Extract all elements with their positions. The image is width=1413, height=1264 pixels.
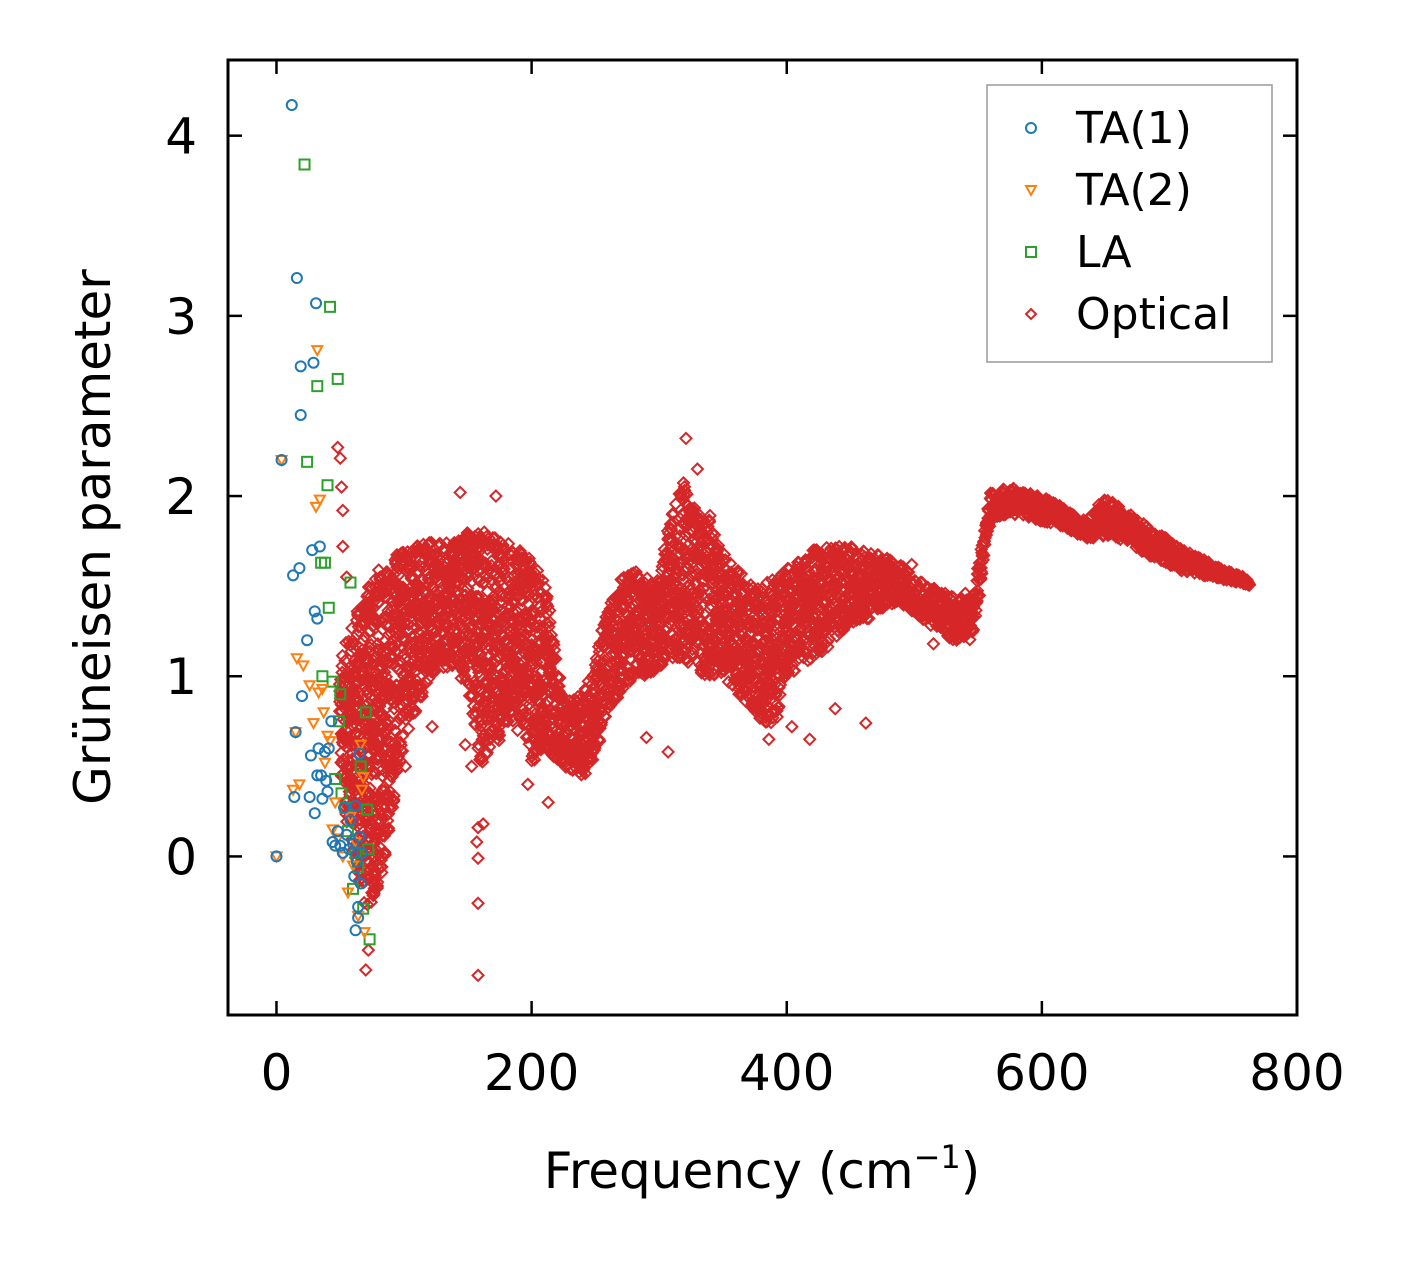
optical-point [457, 662, 472, 677]
optical-point [389, 725, 404, 739]
optical-point [426, 663, 441, 677]
optical-point [543, 662, 558, 677]
optical-point [411, 577, 426, 592]
optical-point [501, 536, 516, 551]
optical-point [531, 571, 546, 586]
optical-point [527, 752, 542, 767]
optical-point [426, 579, 440, 594]
optical-point [407, 628, 422, 643]
optical-point [404, 569, 419, 584]
optical-point [366, 884, 381, 899]
optical-point [395, 744, 410, 758]
optical-point [440, 659, 455, 674]
optical-point [387, 788, 401, 803]
optical-point [501, 714, 516, 729]
optical-point [365, 765, 380, 780]
optical-point [390, 758, 404, 773]
optical-point [541, 694, 556, 709]
optical-point [377, 824, 392, 839]
optical-point [368, 842, 383, 857]
optical-point [386, 793, 401, 808]
optical-point [380, 721, 395, 736]
optical-point [421, 602, 436, 617]
optical-point [356, 776, 371, 791]
optical-point [495, 565, 510, 580]
optical-point [471, 737, 486, 752]
optical-point [356, 633, 371, 648]
optical-point [482, 739, 497, 754]
optical-point [381, 821, 396, 836]
optical-point [415, 573, 430, 588]
optical-point [389, 716, 404, 731]
optical-point [544, 633, 559, 648]
optical-point [456, 548, 470, 563]
optical-point [370, 875, 385, 890]
optical-point [461, 570, 476, 585]
optical-point [424, 535, 439, 550]
optical-point [394, 738, 408, 753]
optical-point [529, 655, 544, 670]
optical-point [522, 551, 537, 566]
optical-point [375, 622, 390, 637]
optical-point [370, 879, 385, 893]
optical-point [388, 557, 403, 571]
optical-point [414, 616, 429, 631]
optical-point [385, 800, 400, 815]
optical-point [494, 573, 508, 587]
optical-point [418, 615, 433, 630]
optical-point [358, 629, 372, 644]
optical-point [335, 648, 350, 663]
optical-point [348, 677, 362, 692]
optical-point [511, 655, 526, 670]
optical-point [373, 729, 388, 744]
optical-point [543, 615, 557, 630]
optical-point [338, 653, 352, 668]
optical-point [457, 660, 471, 674]
optical-point [496, 538, 510, 553]
optical-point [546, 637, 561, 652]
optical-point [385, 649, 400, 664]
optical-point [378, 847, 392, 862]
optical-point [370, 881, 385, 895]
optical-point [361, 656, 375, 670]
optical-point [374, 859, 389, 874]
optical-point [371, 636, 385, 651]
optical-point [377, 845, 392, 860]
optical-point [525, 590, 540, 605]
optical-point [439, 595, 454, 610]
optical-point [497, 562, 512, 576]
optical-point [552, 670, 567, 685]
optical-point [505, 713, 520, 728]
optical-point [374, 865, 389, 880]
optical-point [407, 705, 422, 720]
optical-point [554, 688, 569, 703]
optical-point [381, 823, 396, 838]
optical-point [529, 744, 544, 759]
optical-point [519, 581, 534, 595]
optical-point [405, 598, 420, 613]
optical-point [395, 728, 410, 743]
optical-point [525, 645, 540, 660]
data-marks [269, 99, 1257, 983]
optical-point [540, 599, 555, 614]
optical-point [548, 651, 563, 666]
optical-point [496, 553, 511, 568]
optical-point [439, 601, 454, 616]
optical-point [419, 675, 434, 690]
optical-point [401, 721, 416, 736]
optical-point [415, 685, 429, 700]
optical-point [362, 624, 377, 639]
optical-point [482, 531, 496, 545]
optical-point [390, 547, 404, 562]
optical-point [540, 616, 555, 630]
